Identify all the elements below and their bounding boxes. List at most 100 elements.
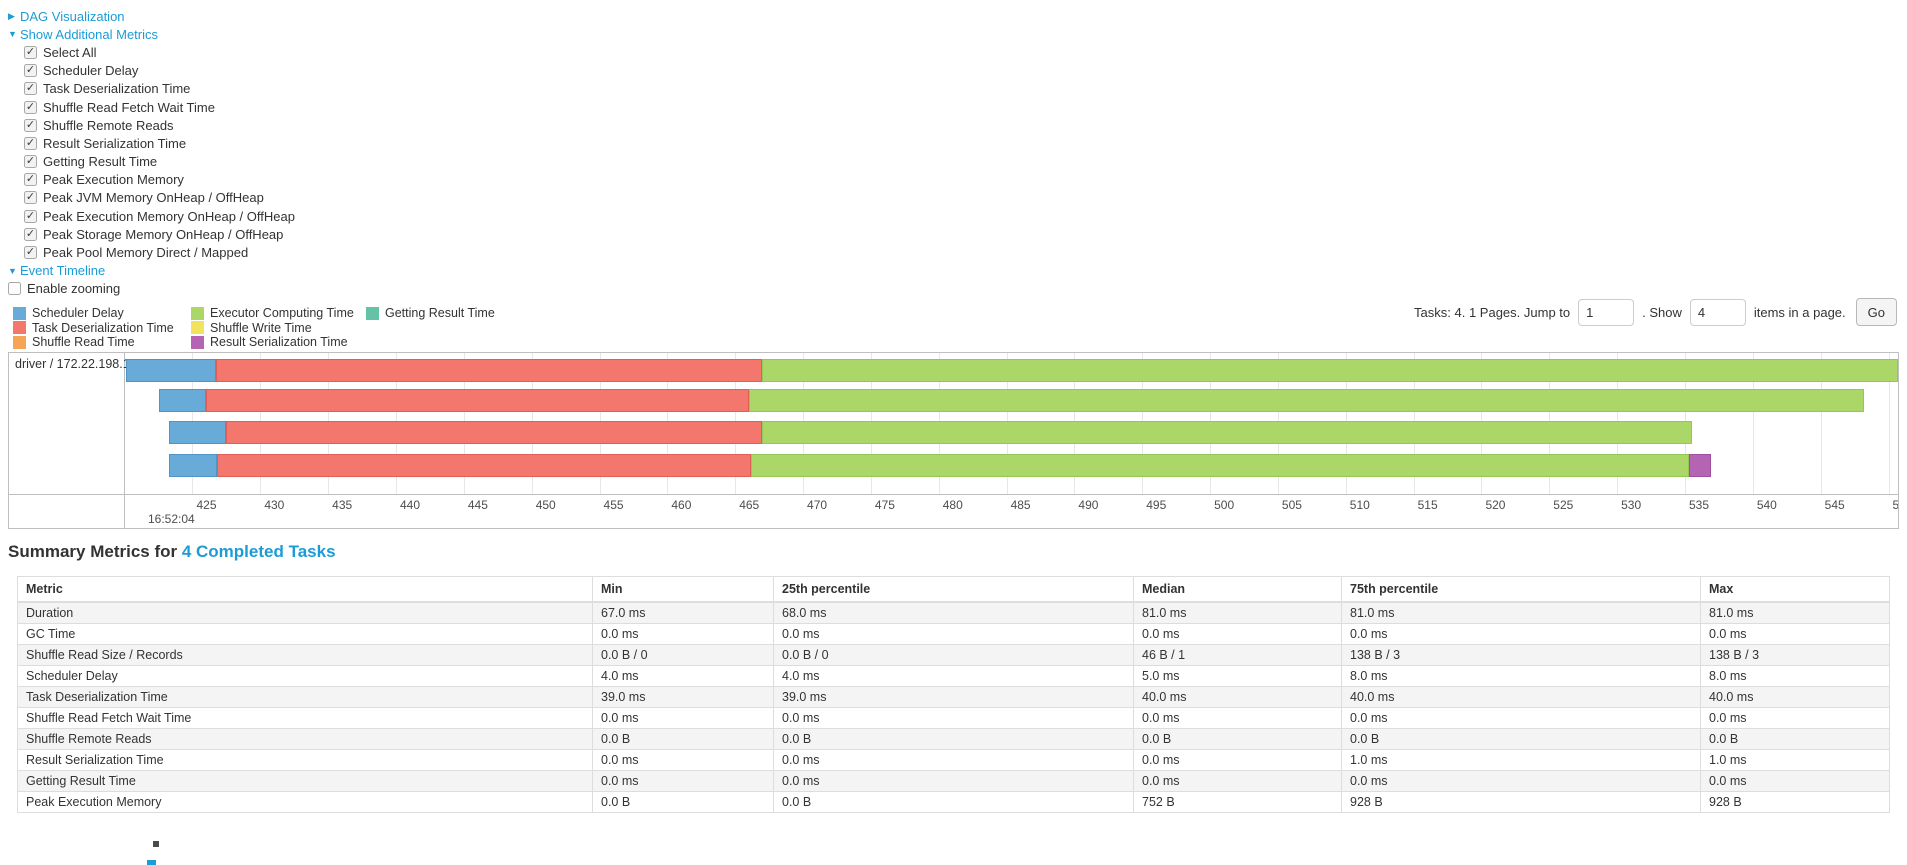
- dag-visualization-link[interactable]: DAG Visualization: [20, 8, 125, 24]
- jump-to-page-input[interactable]: [1578, 298, 1635, 326]
- axis-tick-label: 520: [1485, 498, 1506, 512]
- task-bar-segment-executor_computing[interactable]: [748, 389, 1865, 412]
- enable-zooming-row[interactable]: Enable zooming: [8, 280, 295, 298]
- metric-checkbox[interactable]: ✓: [24, 155, 37, 169]
- axis-tick-label: 540: [1756, 498, 1777, 512]
- task-bar-segment-scheduler_delay[interactable]: [169, 454, 217, 477]
- metric-value-cell: 1.0 ms: [1700, 748, 1890, 771]
- metric-checkbox-row[interactable]: ✓ Peak JVM Memory OnHeap / OffHeap: [8, 189, 295, 207]
- metric-checkbox[interactable]: ✓: [24, 191, 37, 205]
- metric-value-cell: 46 B / 1: [1133, 643, 1342, 666]
- axis-tick-label: 515: [1417, 498, 1438, 512]
- event-timeline-link[interactable]: Event Timeline: [20, 263, 106, 279]
- axis-tick-label: 470: [807, 498, 828, 512]
- task-bar-segment-result_serialization[interactable]: [1689, 454, 1711, 477]
- metric-value-cell: 0.0 ms: [1341, 769, 1701, 792]
- axis-tick-label: 510: [1349, 498, 1370, 512]
- metric-checkbox[interactable]: ✓: [24, 209, 37, 223]
- legend-label: Shuffle Write Time: [210, 320, 312, 335]
- metric-value-cell: 138 B / 3: [1700, 643, 1890, 666]
- axis-tick-label: 460: [671, 498, 692, 512]
- event-timeline-toggle[interactable]: ▼ Event Timeline: [8, 262, 295, 280]
- metric-checkbox[interactable]: ✓: [24, 45, 37, 59]
- summary-column-header: 25th percentile: [773, 576, 1134, 603]
- show-additional-metrics-toggle[interactable]: ▼ Show Additional Metrics: [8, 25, 295, 43]
- enable-zooming-label: Enable zooming: [27, 281, 121, 297]
- task-bar-segment-task_deserialization[interactable]: [206, 389, 749, 412]
- metric-checkbox-row[interactable]: ✓ Result Serialization Time: [8, 134, 295, 152]
- task-bar-segment-executor_computing[interactable]: [751, 454, 1690, 477]
- metric-value-cell: 0.0 ms: [592, 706, 774, 729]
- timeline-plot-area[interactable]: 425 430 435 440 445 450 455 460 465 470 475 480 485 4…: [126, 353, 1898, 528]
- metric-checkbox-row[interactable]: ✓ Select All: [8, 43, 295, 61]
- summary-table-row: Task Deserialization Time 39.0 ms 39.0 ms 4…: [17, 685, 1890, 708]
- metric-checkbox[interactable]: ✓: [24, 136, 37, 150]
- metric-checkbox[interactable]: ✓: [24, 64, 37, 78]
- task-bar-segment-task_deserialization[interactable]: [226, 421, 763, 444]
- expanded-arrow-icon: ▼: [8, 265, 17, 276]
- metric-value-cell: 5.0 ms: [1133, 664, 1342, 687]
- metric-checkbox-row[interactable]: ✓ Peak Storage Memory OnHeap / OffHeap: [8, 225, 295, 243]
- legend-label: Executor Computing Time: [210, 306, 354, 321]
- task-bar-segment-executor_computing[interactable]: [762, 421, 1692, 444]
- metric-name-cell: Task Deserialization Time: [17, 685, 593, 708]
- metric-checkbox-label: Result Serialization Time: [43, 135, 187, 151]
- task-bar-segment-executor_computing[interactable]: [762, 359, 1898, 382]
- cutoff-fragment: [153, 841, 159, 847]
- task-bar-segment-task_deserialization[interactable]: [216, 454, 752, 477]
- show-additional-metrics-link[interactable]: Show Additional Metrics: [20, 26, 159, 42]
- go-button[interactable]: Go: [1855, 298, 1897, 326]
- axis-time-label: 16:52:04: [148, 512, 195, 526]
- metric-checkbox-row[interactable]: ✓ Peak Execution Memory OnHeap / OffHeap: [8, 207, 295, 225]
- metric-value-cell: 0.0 B: [592, 790, 774, 813]
- summary-table-row: Result Serialization Time 0.0 ms 0.0 ms 0.0…: [17, 748, 1890, 771]
- metric-value-cell: 0.0 ms: [592, 769, 774, 792]
- metric-value-cell: 928 B: [1341, 790, 1701, 813]
- metric-value-cell: 40.0 ms: [1341, 685, 1701, 708]
- metric-checkbox[interactable]: ✓: [24, 173, 37, 187]
- axis-tick-label: 430: [264, 498, 285, 512]
- metric-checkbox-row[interactable]: ✓ Shuffle Remote Reads: [8, 116, 295, 134]
- items-in-page-text: items in a page.: [1753, 304, 1846, 320]
- completed-tasks-link[interactable]: 4 Completed Tasks: [181, 542, 336, 561]
- metric-checkbox[interactable]: ✓: [24, 118, 37, 132]
- task-bar-segment-task_deserialization[interactable]: [215, 359, 763, 382]
- executor_computing-swatch-icon: [191, 306, 204, 320]
- items-per-page-input[interactable]: [1689, 298, 1746, 326]
- event-timeline-chart[interactable]: driver / 172.22.198.104 425 430 435 440 445 4…: [8, 352, 1899, 529]
- metric-value-cell: 8.0 ms: [1341, 664, 1701, 687]
- dag-visualization-toggle[interactable]: ▶ DAG Visualization: [8, 7, 295, 25]
- metric-checkbox-row[interactable]: ✓ Shuffle Read Fetch Wait Time: [8, 98, 295, 116]
- metric-checkbox[interactable]: ✓: [24, 100, 37, 114]
- axis-tick-label: 455: [603, 498, 624, 512]
- summary-table-row: Scheduler Delay 4.0 ms 4.0 ms 5.0 ms 8.0 ms 8…: [17, 664, 1890, 687]
- expanded-arrow-icon: ▼: [8, 29, 17, 40]
- task-bar-segment-scheduler_delay[interactable]: [126, 359, 216, 382]
- metric-checkbox-row[interactable]: ✓ Peak Execution Memory: [8, 171, 295, 189]
- metric-name-cell: GC Time: [17, 622, 593, 645]
- metric-name-cell: Peak Execution Memory: [17, 790, 593, 813]
- enable-zooming-checkbox[interactable]: [8, 282, 21, 296]
- axis-tick-label: 435: [332, 498, 353, 512]
- metric-name-cell: Shuffle Read Size / Records: [17, 643, 593, 666]
- task_deserialization-swatch-icon: [13, 321, 26, 335]
- axis-tick-label: 500: [1214, 498, 1235, 512]
- legend-column: Getting Result Time: [366, 306, 495, 321]
- metric-value-cell: 4.0 ms: [773, 664, 1134, 687]
- metric-value-cell: 4.0 ms: [592, 664, 774, 687]
- task-bar-segment-scheduler_delay[interactable]: [169, 421, 227, 444]
- metric-checkbox[interactable]: ✓: [24, 246, 37, 260]
- metric-value-cell: 0.0 B: [773, 790, 1134, 813]
- task-bar-segment-scheduler_delay[interactable]: [158, 389, 207, 412]
- metric-checkbox[interactable]: ✓: [24, 227, 37, 241]
- metric-checkbox-row[interactable]: ✓ Getting Result Time: [8, 153, 295, 171]
- shuffle_write-swatch-icon: [191, 321, 204, 335]
- metric-checkbox-row[interactable]: ✓ Scheduler Delay: [8, 62, 295, 80]
- metric-checkbox[interactable]: ✓: [24, 82, 37, 96]
- metric-checkbox-row[interactable]: ✓ Peak Pool Memory Direct / Mapped: [8, 243, 295, 261]
- scheduler_delay-swatch-icon: [13, 306, 26, 320]
- timeline-axis-line: [9, 494, 1898, 495]
- metric-value-cell: 39.0 ms: [592, 685, 774, 708]
- metric-checkbox-row[interactable]: ✓ Task Deserialization Time: [8, 80, 295, 98]
